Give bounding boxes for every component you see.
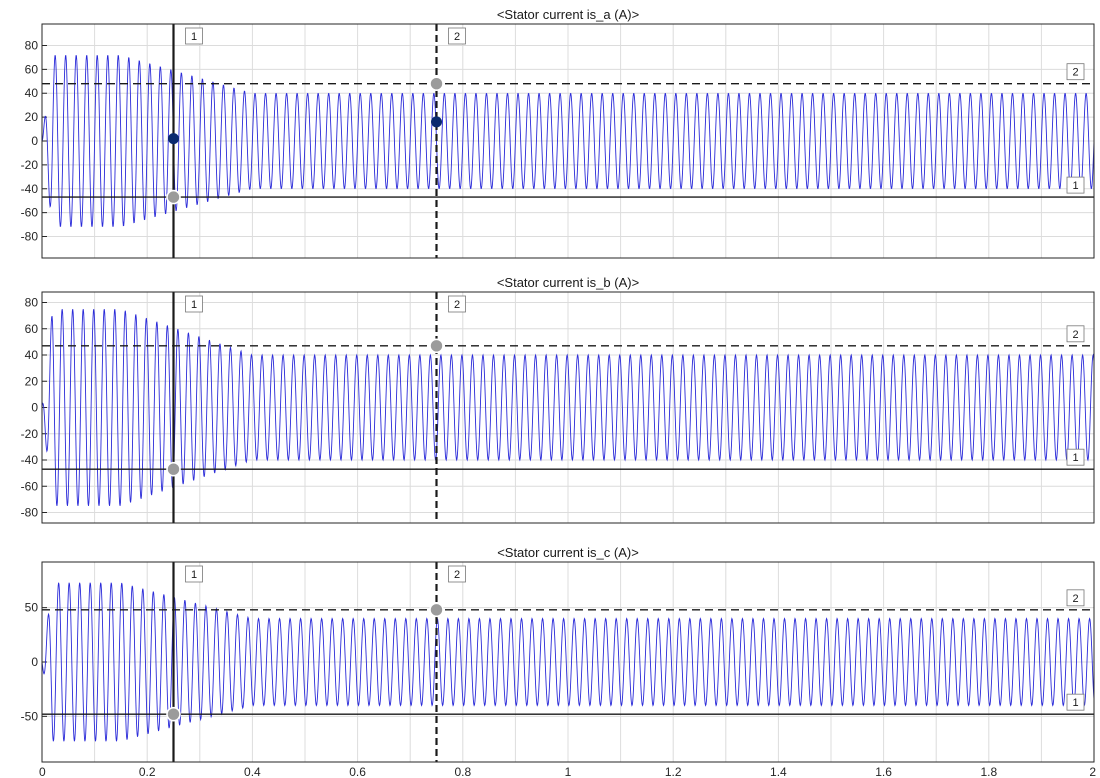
- y-tick-label: -50: [21, 709, 39, 723]
- y-tick-label: 20: [25, 374, 39, 388]
- cursor-marker: [431, 116, 442, 128]
- x-tick-label: 0.2: [139, 765, 156, 778]
- cursor-label-box: [1066, 63, 1085, 81]
- y-tick-label: 0: [31, 401, 38, 415]
- y-tick-label: 60: [25, 322, 39, 336]
- y-tick-label: 80: [25, 38, 39, 52]
- x-tick-label: 1.2: [665, 765, 682, 778]
- cursor-label-text: 2: [454, 31, 460, 43]
- x-tick-label: 0.8: [454, 765, 471, 778]
- y-tick-label: -20: [21, 158, 39, 172]
- cursor-label-text: 1: [191, 299, 197, 311]
- cursor-marker: [166, 189, 181, 205]
- cursor-marker: [429, 76, 444, 91]
- cursor-label-text: 1: [1072, 180, 1078, 192]
- x-tick-label: 0.4: [244, 765, 261, 778]
- cursor-marker: [166, 706, 181, 722]
- cursor-label-text: 2: [454, 299, 460, 311]
- series-line-1: [41, 55, 1095, 227]
- chart-panel-3: <Stator current is_c (A)> 50 0 -50 0 0.2 0.4 0.…: [21, 545, 1097, 778]
- y-tick-label: -40: [21, 182, 39, 196]
- cursor-label-text: 2: [454, 569, 460, 581]
- cursor-label-text: 1: [191, 569, 197, 581]
- cursor-label-box: [1066, 693, 1085, 711]
- series-line-1: [41, 582, 1095, 742]
- axes-frame: [41, 561, 1095, 763]
- cursor-label-box: [448, 295, 466, 313]
- cursor-label-box: [1066, 176, 1085, 194]
- x-tick-label: 1.6: [875, 765, 892, 778]
- axes-frame: [41, 23, 1095, 259]
- cursor-marker: [166, 461, 181, 477]
- y-tick-label: 80: [25, 296, 39, 310]
- y-tick-label: 0: [31, 655, 38, 669]
- cursor-label-text: 2: [1072, 593, 1078, 605]
- x-tick-label: 0.6: [349, 765, 366, 778]
- x-tick-label: 1.8: [980, 765, 997, 778]
- cursor-marker: [168, 133, 179, 145]
- y-tick-label: -80: [21, 506, 39, 520]
- cursor-label-text: 1: [1072, 697, 1078, 709]
- y-tick-label: 40: [25, 86, 39, 100]
- y-tick-label: 20: [25, 110, 39, 124]
- x-tick-label: 0: [39, 765, 46, 778]
- y-tick-label: -80: [21, 230, 39, 244]
- chart-panel-2: <Stator current is_b (A)> 80 60 40 20 0 -20 -40…: [21, 275, 1095, 524]
- y-tick-label: 50: [25, 601, 39, 615]
- y-tick-label: 0: [31, 134, 38, 148]
- cursor-label-box: [1066, 325, 1085, 343]
- cursor-label-box: [448, 27, 466, 45]
- cursor-label-text: 1: [1072, 452, 1078, 464]
- chart-title: <Stator current is_a (A)>: [497, 7, 639, 22]
- cursor-label-box: [448, 565, 466, 583]
- cursor-label-text: 2: [1072, 329, 1078, 341]
- y-tick-label: -60: [21, 206, 39, 220]
- cursor-label-box: [1066, 448, 1085, 466]
- cursor-marker: [429, 602, 444, 618]
- cursor-label-box: [185, 295, 203, 313]
- cursor-label-box: [185, 565, 203, 583]
- cursor-label-box: [1066, 589, 1085, 607]
- cursor-label-box: [185, 27, 203, 45]
- x-tick-label: 2: [1089, 765, 1096, 778]
- y-tick-label: -40: [21, 453, 39, 467]
- series-line-1: [41, 309, 1095, 506]
- chart-panel-1: <Stator current is_a (A)> 80 60 40 20 0 -20 -40…: [21, 7, 1095, 259]
- y-tick-label: -20: [21, 427, 39, 441]
- x-tick-label: 1.4: [770, 765, 787, 778]
- y-tick-label: -60: [21, 479, 39, 493]
- chart-title: <Stator current is_b (A)>: [497, 275, 639, 290]
- cursor-label-text: 2: [1072, 67, 1078, 79]
- cursor-marker: [429, 338, 444, 354]
- cursor-label-text: 1: [191, 31, 197, 43]
- chart-title: <Stator current is_c (A)>: [497, 545, 639, 560]
- y-tick-label: 40: [25, 348, 39, 362]
- y-tick-label: 60: [25, 62, 39, 76]
- axes-frame: [41, 291, 1095, 524]
- x-tick-label: 1: [565, 765, 572, 778]
